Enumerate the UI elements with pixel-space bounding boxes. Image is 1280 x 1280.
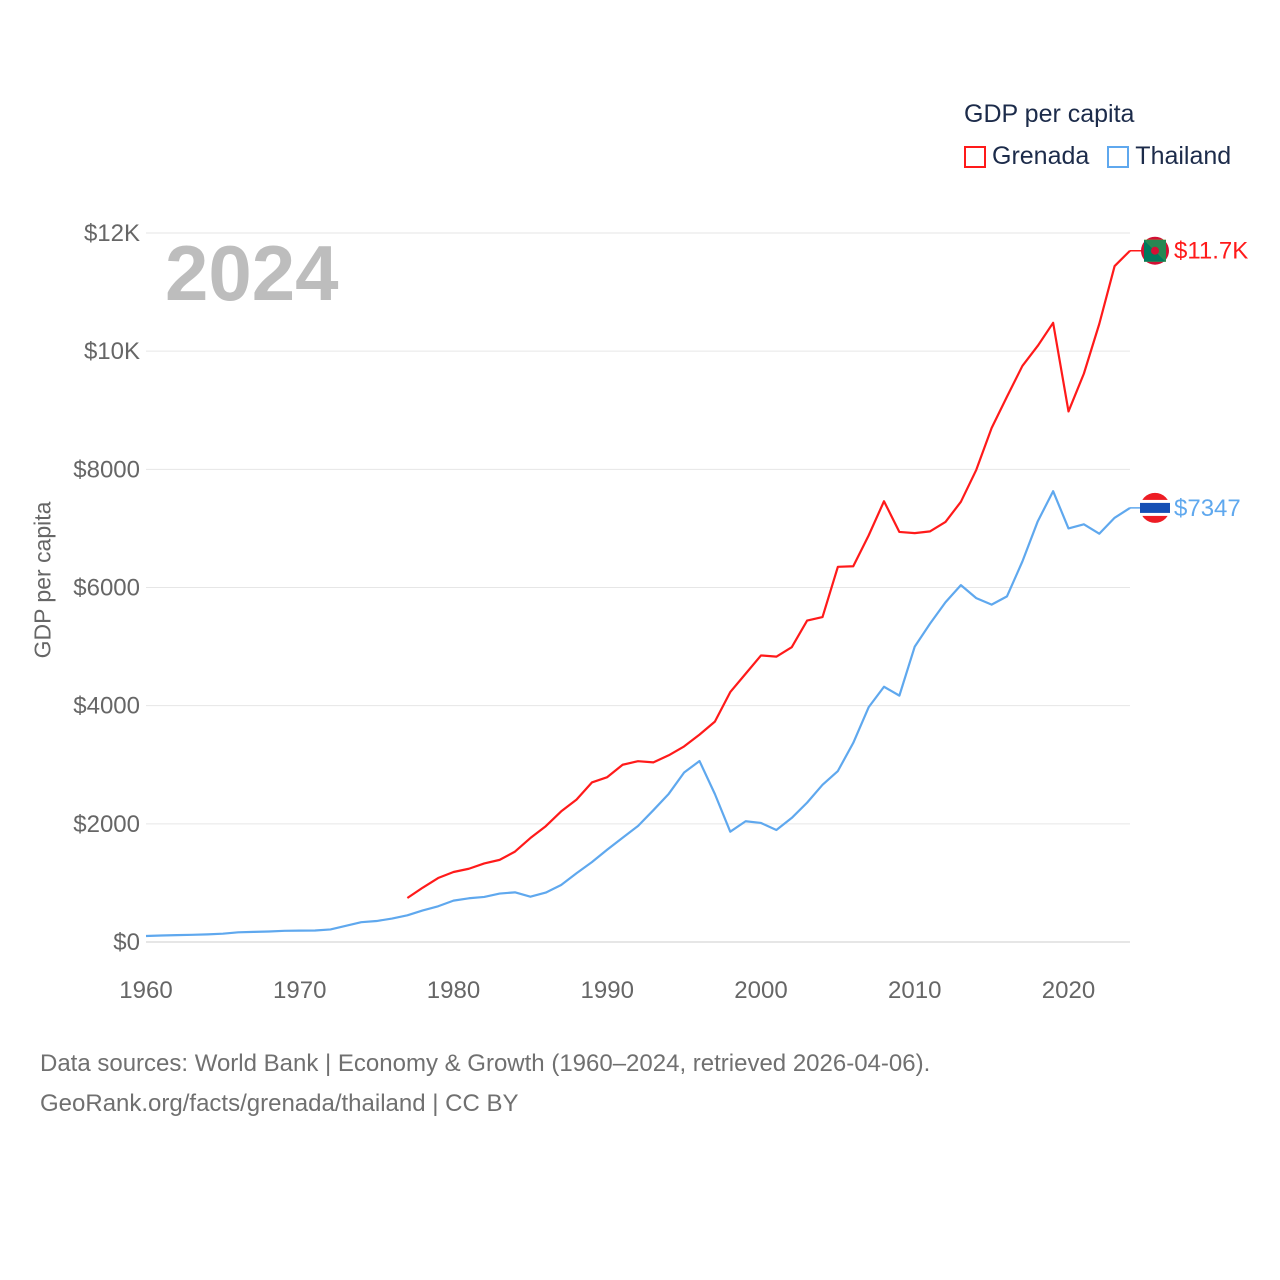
source-link[interactable]: GeoRank.org/facts/grenada/thailand | CC … <box>40 1090 519 1117</box>
x-tick-label: 1990 <box>581 977 634 1004</box>
y-tick-label: $0 <box>113 929 140 956</box>
legend: Grenada Thailand <box>964 142 1231 171</box>
y-tick-label: $6000 <box>73 575 140 602</box>
series-line-thailand <box>145 490 1131 938</box>
x-tick-label: 2000 <box>734 977 787 1004</box>
x-tick-label: 1980 <box>427 977 480 1004</box>
footer: Data sources: World Bank | Economy & Gro… <box>40 1044 930 1124</box>
y-tick-label: $4000 <box>73 693 140 720</box>
year-label: 2024 <box>165 229 339 317</box>
end-value-label: $7347 <box>1174 495 1241 522</box>
legend-label: Grenada <box>992 142 1090 170</box>
x-tick-label: 2020 <box>1042 977 1095 1004</box>
legend-swatch-thailand <box>1107 145 1130 168</box>
y-axis-label: GDP per capita <box>29 501 56 659</box>
legend-swatch-grenada <box>964 145 986 168</box>
data-source: Data sources: World Bank | Economy & Gro… <box>40 1050 931 1077</box>
y-tick-label: $2000 <box>73 811 140 838</box>
legend-label: Thailand <box>1135 142 1232 170</box>
legend-item-grenada[interactable]: Grenada <box>964 142 1089 171</box>
legend-item-thailand[interactable]: Thailand <box>1107 142 1231 171</box>
x-tick-label: 1970 <box>273 977 326 1004</box>
x-tick-label: 1960 <box>119 977 172 1004</box>
y-tick-label: $10K <box>84 338 140 365</box>
x-tick-label: 2010 <box>888 977 941 1004</box>
series-line-grenada <box>406 249 1131 899</box>
thailand-flag-blue <box>1140 502 1170 513</box>
y-tick-label: $8000 <box>73 456 140 483</box>
end-value-label: $11.7K <box>1174 238 1248 265</box>
grenada-flag-center <box>1151 246 1159 255</box>
y-tick-label: $12K <box>84 220 140 247</box>
legend-title: GDP per capita <box>964 100 1135 128</box>
